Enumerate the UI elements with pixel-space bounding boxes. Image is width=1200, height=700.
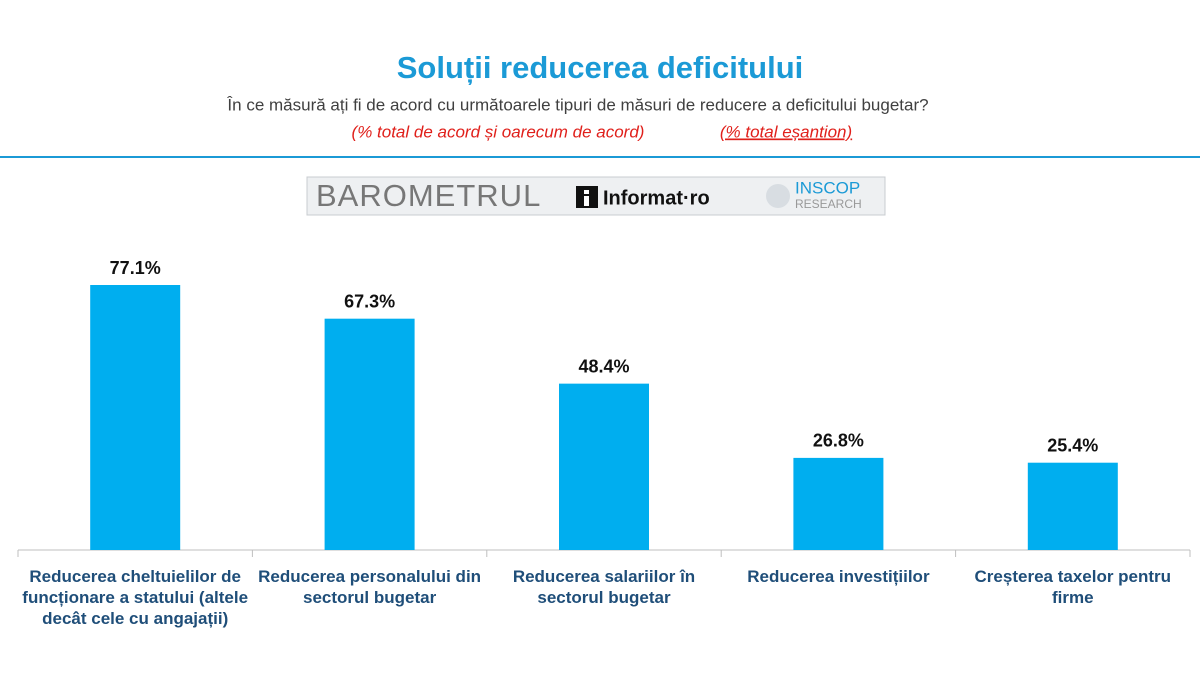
x-tick-label: Reducerea investițiilor bbox=[747, 567, 930, 586]
x-tick-label: Reducerea personalului din sectorul buge… bbox=[258, 567, 482, 607]
note: (% total de acord și oarecum de acord) bbox=[352, 122, 645, 141]
value-label: 48.4% bbox=[578, 356, 629, 376]
x-tick-label: Reducerea salariilor în sectorul bugetar bbox=[512, 567, 696, 607]
logo-icon-stem bbox=[584, 196, 589, 206]
bar bbox=[1027, 462, 1118, 550]
logo-research: RESEARCH bbox=[795, 197, 862, 211]
bar bbox=[324, 318, 415, 550]
value-label: 77.1% bbox=[110, 258, 161, 278]
value-label: 25.4% bbox=[1047, 435, 1098, 455]
bar bbox=[793, 457, 884, 550]
logo-inscop: INSCOP bbox=[795, 178, 860, 197]
logo-icon-dot bbox=[584, 190, 589, 194]
logo-informat: Informat·ro bbox=[603, 187, 710, 209]
value-label: 67.3% bbox=[344, 291, 395, 311]
bar bbox=[559, 383, 649, 550]
value-label: 26.8% bbox=[813, 431, 864, 451]
logo-inscop-icon bbox=[766, 184, 790, 208]
logo-barometrul: BAROMETRUL bbox=[316, 178, 541, 213]
subtitle: În ce măsură ați fi de acord cu următoar… bbox=[226, 95, 928, 114]
x-tick-label: Creșterea taxelor pentru firme bbox=[974, 567, 1172, 607]
x-tick-label: Reducerea cheltuielilor de funcționare a… bbox=[22, 567, 249, 628]
note-sample: (% total eșantion) bbox=[720, 122, 852, 141]
bar bbox=[90, 285, 181, 550]
chart-title: Soluții reducerea deficitului bbox=[397, 50, 804, 85]
